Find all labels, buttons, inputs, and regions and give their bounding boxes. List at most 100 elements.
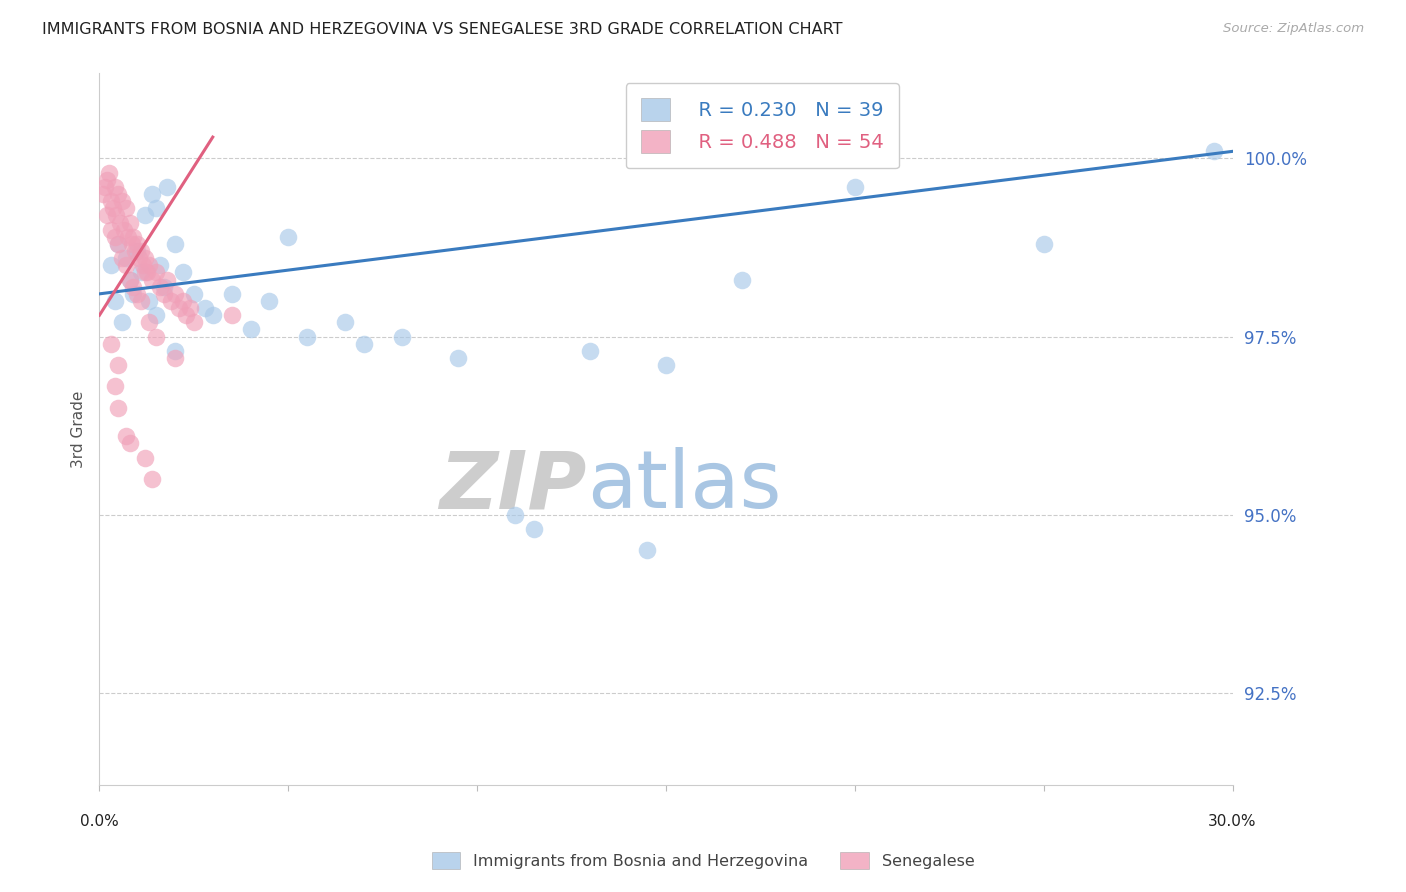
Point — [523, 522, 546, 536]
Point — [135, 265, 157, 279]
Point — [138, 293, 160, 308]
Point — [103, 379, 125, 393]
Point — [111, 315, 134, 329]
Point — [134, 265, 156, 279]
Point — [96, 209, 118, 223]
Point — [183, 315, 205, 329]
Point — [391, 329, 413, 343]
Point — [730, 272, 752, 286]
Point — [111, 194, 134, 209]
Point — [128, 251, 150, 265]
Point — [115, 251, 138, 265]
Point — [163, 237, 186, 252]
Point — [156, 272, 179, 286]
Point — [108, 216, 131, 230]
Point — [145, 202, 167, 216]
Point — [160, 293, 183, 308]
Text: atlas: atlas — [586, 447, 782, 525]
Point — [118, 216, 141, 230]
Point — [149, 258, 172, 272]
Point — [121, 237, 143, 252]
Point — [117, 230, 139, 244]
Point — [115, 429, 138, 443]
Point — [127, 237, 149, 252]
Point — [579, 343, 602, 358]
Point — [844, 180, 866, 194]
Point — [138, 258, 160, 272]
Point — [167, 301, 190, 315]
Point — [134, 251, 156, 265]
Point — [103, 180, 125, 194]
Point — [179, 301, 201, 315]
Point — [100, 258, 122, 272]
Point — [132, 258, 155, 272]
Point — [141, 272, 163, 286]
Point — [295, 329, 318, 343]
Point — [107, 237, 129, 252]
Point — [172, 293, 194, 308]
Point — [129, 265, 152, 279]
Point — [100, 194, 122, 209]
Point — [183, 286, 205, 301]
Point — [503, 508, 526, 522]
Point — [103, 230, 125, 244]
Point — [91, 187, 114, 202]
Legend: Immigrants from Bosnia and Herzegovina, Senegalese: Immigrants from Bosnia and Herzegovina, … — [425, 846, 981, 875]
Point — [129, 293, 152, 308]
Text: 30.0%: 30.0% — [1208, 814, 1257, 829]
Point — [145, 329, 167, 343]
Point — [277, 230, 299, 244]
Point — [201, 308, 224, 322]
Point — [149, 279, 172, 293]
Point — [194, 301, 217, 315]
Point — [100, 336, 122, 351]
Point — [163, 343, 186, 358]
Point — [101, 202, 124, 216]
Point — [118, 272, 141, 286]
Point — [107, 237, 129, 252]
Point — [100, 223, 122, 237]
Point — [122, 230, 145, 244]
Point — [96, 173, 118, 187]
Point — [172, 265, 194, 279]
Point — [141, 187, 163, 202]
Point — [94, 180, 117, 194]
Point — [107, 401, 129, 415]
Point — [111, 251, 134, 265]
Point — [259, 293, 281, 308]
Point — [122, 279, 145, 293]
Point — [163, 351, 186, 365]
Point — [141, 472, 163, 486]
Point — [1202, 145, 1225, 159]
Point — [112, 223, 135, 237]
Legend:   R = 0.230   N = 39,   R = 0.488   N = 54: R = 0.230 N = 39, R = 0.488 N = 54 — [626, 83, 898, 169]
Point — [105, 209, 128, 223]
Point — [127, 286, 149, 301]
Point — [655, 358, 678, 372]
Point — [163, 286, 186, 301]
Point — [176, 308, 198, 322]
Point — [221, 308, 243, 322]
Point — [107, 187, 129, 202]
Point — [333, 315, 356, 329]
Point — [97, 166, 120, 180]
Point — [239, 322, 262, 336]
Text: ZIP: ZIP — [439, 447, 586, 525]
Point — [118, 272, 141, 286]
Point — [447, 351, 470, 365]
Point — [118, 436, 141, 450]
Y-axis label: 3rd Grade: 3rd Grade — [72, 391, 86, 468]
Text: IMMIGRANTS FROM BOSNIA AND HERZEGOVINA VS SENEGALESE 3RD GRADE CORRELATION CHART: IMMIGRANTS FROM BOSNIA AND HERZEGOVINA V… — [42, 22, 842, 37]
Point — [134, 450, 156, 465]
Point — [129, 244, 152, 259]
Point — [122, 286, 145, 301]
Point — [1032, 237, 1054, 252]
Point — [152, 279, 174, 293]
Point — [124, 244, 146, 259]
Point — [103, 293, 125, 308]
Text: 0.0%: 0.0% — [80, 814, 120, 829]
Point — [636, 543, 658, 558]
Point — [145, 308, 167, 322]
Point — [221, 286, 243, 301]
Text: Source: ZipAtlas.com: Source: ZipAtlas.com — [1223, 22, 1364, 36]
